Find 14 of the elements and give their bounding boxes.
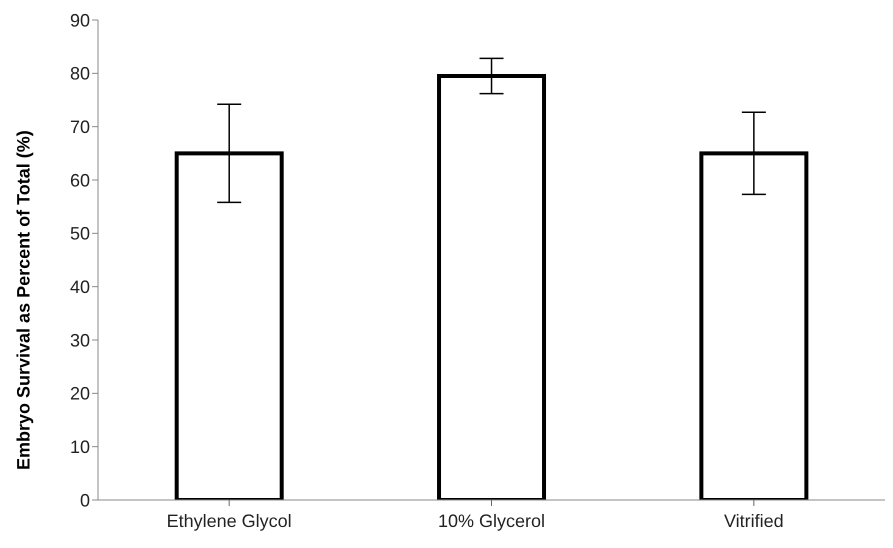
y-tick-label: 80 [70, 64, 90, 84]
y-tick-label: 70 [70, 117, 90, 138]
y-tick-label: 90 [70, 10, 90, 30]
y-tick-label: 50 [70, 224, 90, 244]
x-tick-label: Ethylene Glycol [166, 510, 292, 531]
y-tick-label: 30 [70, 330, 90, 350]
y-tick-label: 60 [70, 170, 90, 190]
x-tick-label: Vitrified [724, 510, 784, 531]
x-tick-label: 10% Glycerol [438, 510, 546, 531]
y-tick-label: 10 [70, 437, 90, 458]
y-tick-label: 0 [80, 490, 90, 510]
y-tick-label: 20 [70, 384, 90, 404]
y-axis-title: Embryo Survival as Percent of Total (%) [13, 130, 34, 470]
y-tick-label: 40 [70, 277, 90, 298]
